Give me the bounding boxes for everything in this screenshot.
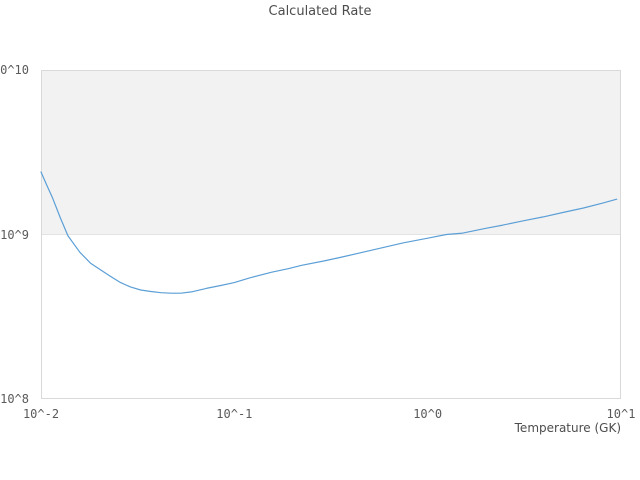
shaded-band-1e9-1e10	[41, 70, 621, 235]
x-axis-label: Temperature (GK)	[514, 421, 621, 435]
x-tick-label-1e0: 10^0	[413, 407, 443, 421]
y-tick-label-1e8: 10^8	[0, 392, 29, 406]
x-tick-label-1e1: 10^1	[606, 407, 636, 421]
plot-frame	[41, 70, 621, 399]
chart-title: Calculated Rate	[268, 4, 372, 19]
y-tick-label-1e10: 10^10	[0, 63, 29, 77]
y-tick-label-1e9: 10^9	[0, 227, 29, 242]
x-tick-label-1e-1: 10^-1	[216, 407, 253, 421]
rate-curve	[40, 171, 618, 294]
x-tick-label-1e-2: 10^-2	[22, 407, 60, 421]
